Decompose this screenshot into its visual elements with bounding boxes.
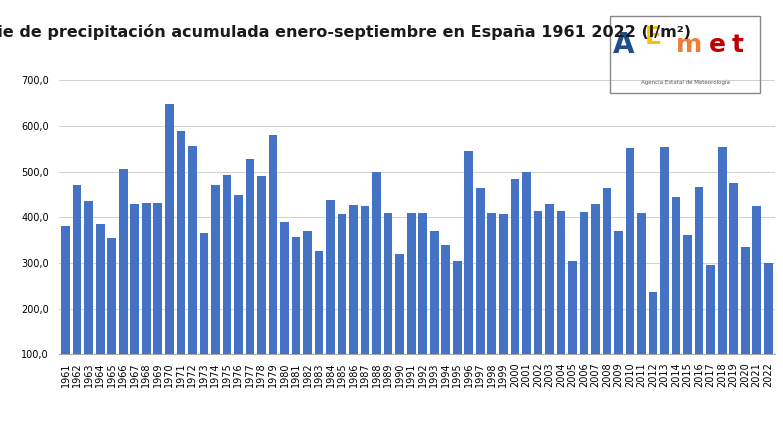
Bar bbox=[557, 210, 565, 354]
Bar bbox=[499, 214, 507, 354]
Text: e: e bbox=[709, 33, 726, 57]
Bar bbox=[280, 222, 289, 354]
Bar bbox=[119, 168, 128, 354]
Bar bbox=[349, 205, 358, 354]
Bar bbox=[246, 159, 254, 354]
Bar bbox=[533, 210, 542, 354]
Bar bbox=[672, 197, 680, 354]
Bar bbox=[211, 186, 220, 354]
Bar bbox=[718, 147, 727, 354]
Bar bbox=[407, 213, 416, 354]
Bar bbox=[188, 146, 197, 354]
Bar bbox=[464, 151, 473, 354]
Bar bbox=[603, 188, 612, 354]
Bar bbox=[165, 104, 174, 354]
Bar bbox=[142, 203, 150, 354]
Bar bbox=[591, 204, 600, 354]
Bar bbox=[372, 172, 381, 354]
Bar bbox=[200, 233, 208, 354]
Bar bbox=[234, 195, 243, 354]
Bar bbox=[752, 206, 761, 354]
Bar bbox=[303, 231, 312, 354]
Bar bbox=[442, 245, 450, 354]
Bar bbox=[327, 200, 335, 354]
Bar bbox=[741, 247, 749, 354]
Bar bbox=[395, 254, 404, 354]
Bar bbox=[153, 203, 162, 354]
Bar bbox=[269, 135, 277, 354]
Bar bbox=[522, 172, 531, 354]
Text: t: t bbox=[732, 33, 744, 57]
Bar bbox=[292, 237, 301, 354]
Bar bbox=[614, 231, 622, 354]
Bar bbox=[511, 179, 519, 354]
Bar bbox=[315, 251, 323, 354]
Bar bbox=[545, 204, 554, 354]
Bar bbox=[568, 261, 577, 354]
Bar bbox=[706, 265, 715, 354]
Bar bbox=[660, 147, 669, 354]
Text: Serie de precipitación acumulada enero-septiembre en España 1961 2022 (l/m²): Serie de precipitación acumulada enero-s… bbox=[0, 24, 691, 40]
Bar bbox=[418, 213, 427, 354]
Bar bbox=[337, 214, 346, 354]
Text: E: E bbox=[644, 25, 662, 49]
Bar bbox=[626, 148, 634, 354]
Bar bbox=[222, 175, 231, 354]
Text: Agencia Estatal de Meteorología: Agencia Estatal de Meteorología bbox=[640, 80, 730, 85]
Bar bbox=[764, 263, 773, 354]
Bar bbox=[476, 188, 485, 354]
Bar bbox=[488, 213, 496, 354]
Bar bbox=[96, 224, 104, 354]
Text: m: m bbox=[676, 33, 702, 57]
Bar bbox=[453, 261, 462, 354]
Bar bbox=[61, 225, 70, 354]
Bar bbox=[85, 202, 93, 354]
Bar bbox=[361, 206, 370, 354]
Bar bbox=[107, 238, 116, 354]
Bar bbox=[579, 212, 588, 354]
Bar bbox=[131, 204, 139, 354]
Bar bbox=[684, 235, 692, 354]
Bar bbox=[695, 187, 703, 354]
Bar bbox=[176, 131, 185, 354]
Bar bbox=[649, 292, 658, 354]
Bar bbox=[637, 213, 646, 354]
Bar bbox=[430, 231, 438, 354]
Text: A: A bbox=[613, 31, 634, 59]
Bar bbox=[73, 186, 81, 354]
Bar bbox=[384, 213, 392, 354]
Bar bbox=[730, 183, 738, 354]
Bar bbox=[257, 176, 265, 354]
